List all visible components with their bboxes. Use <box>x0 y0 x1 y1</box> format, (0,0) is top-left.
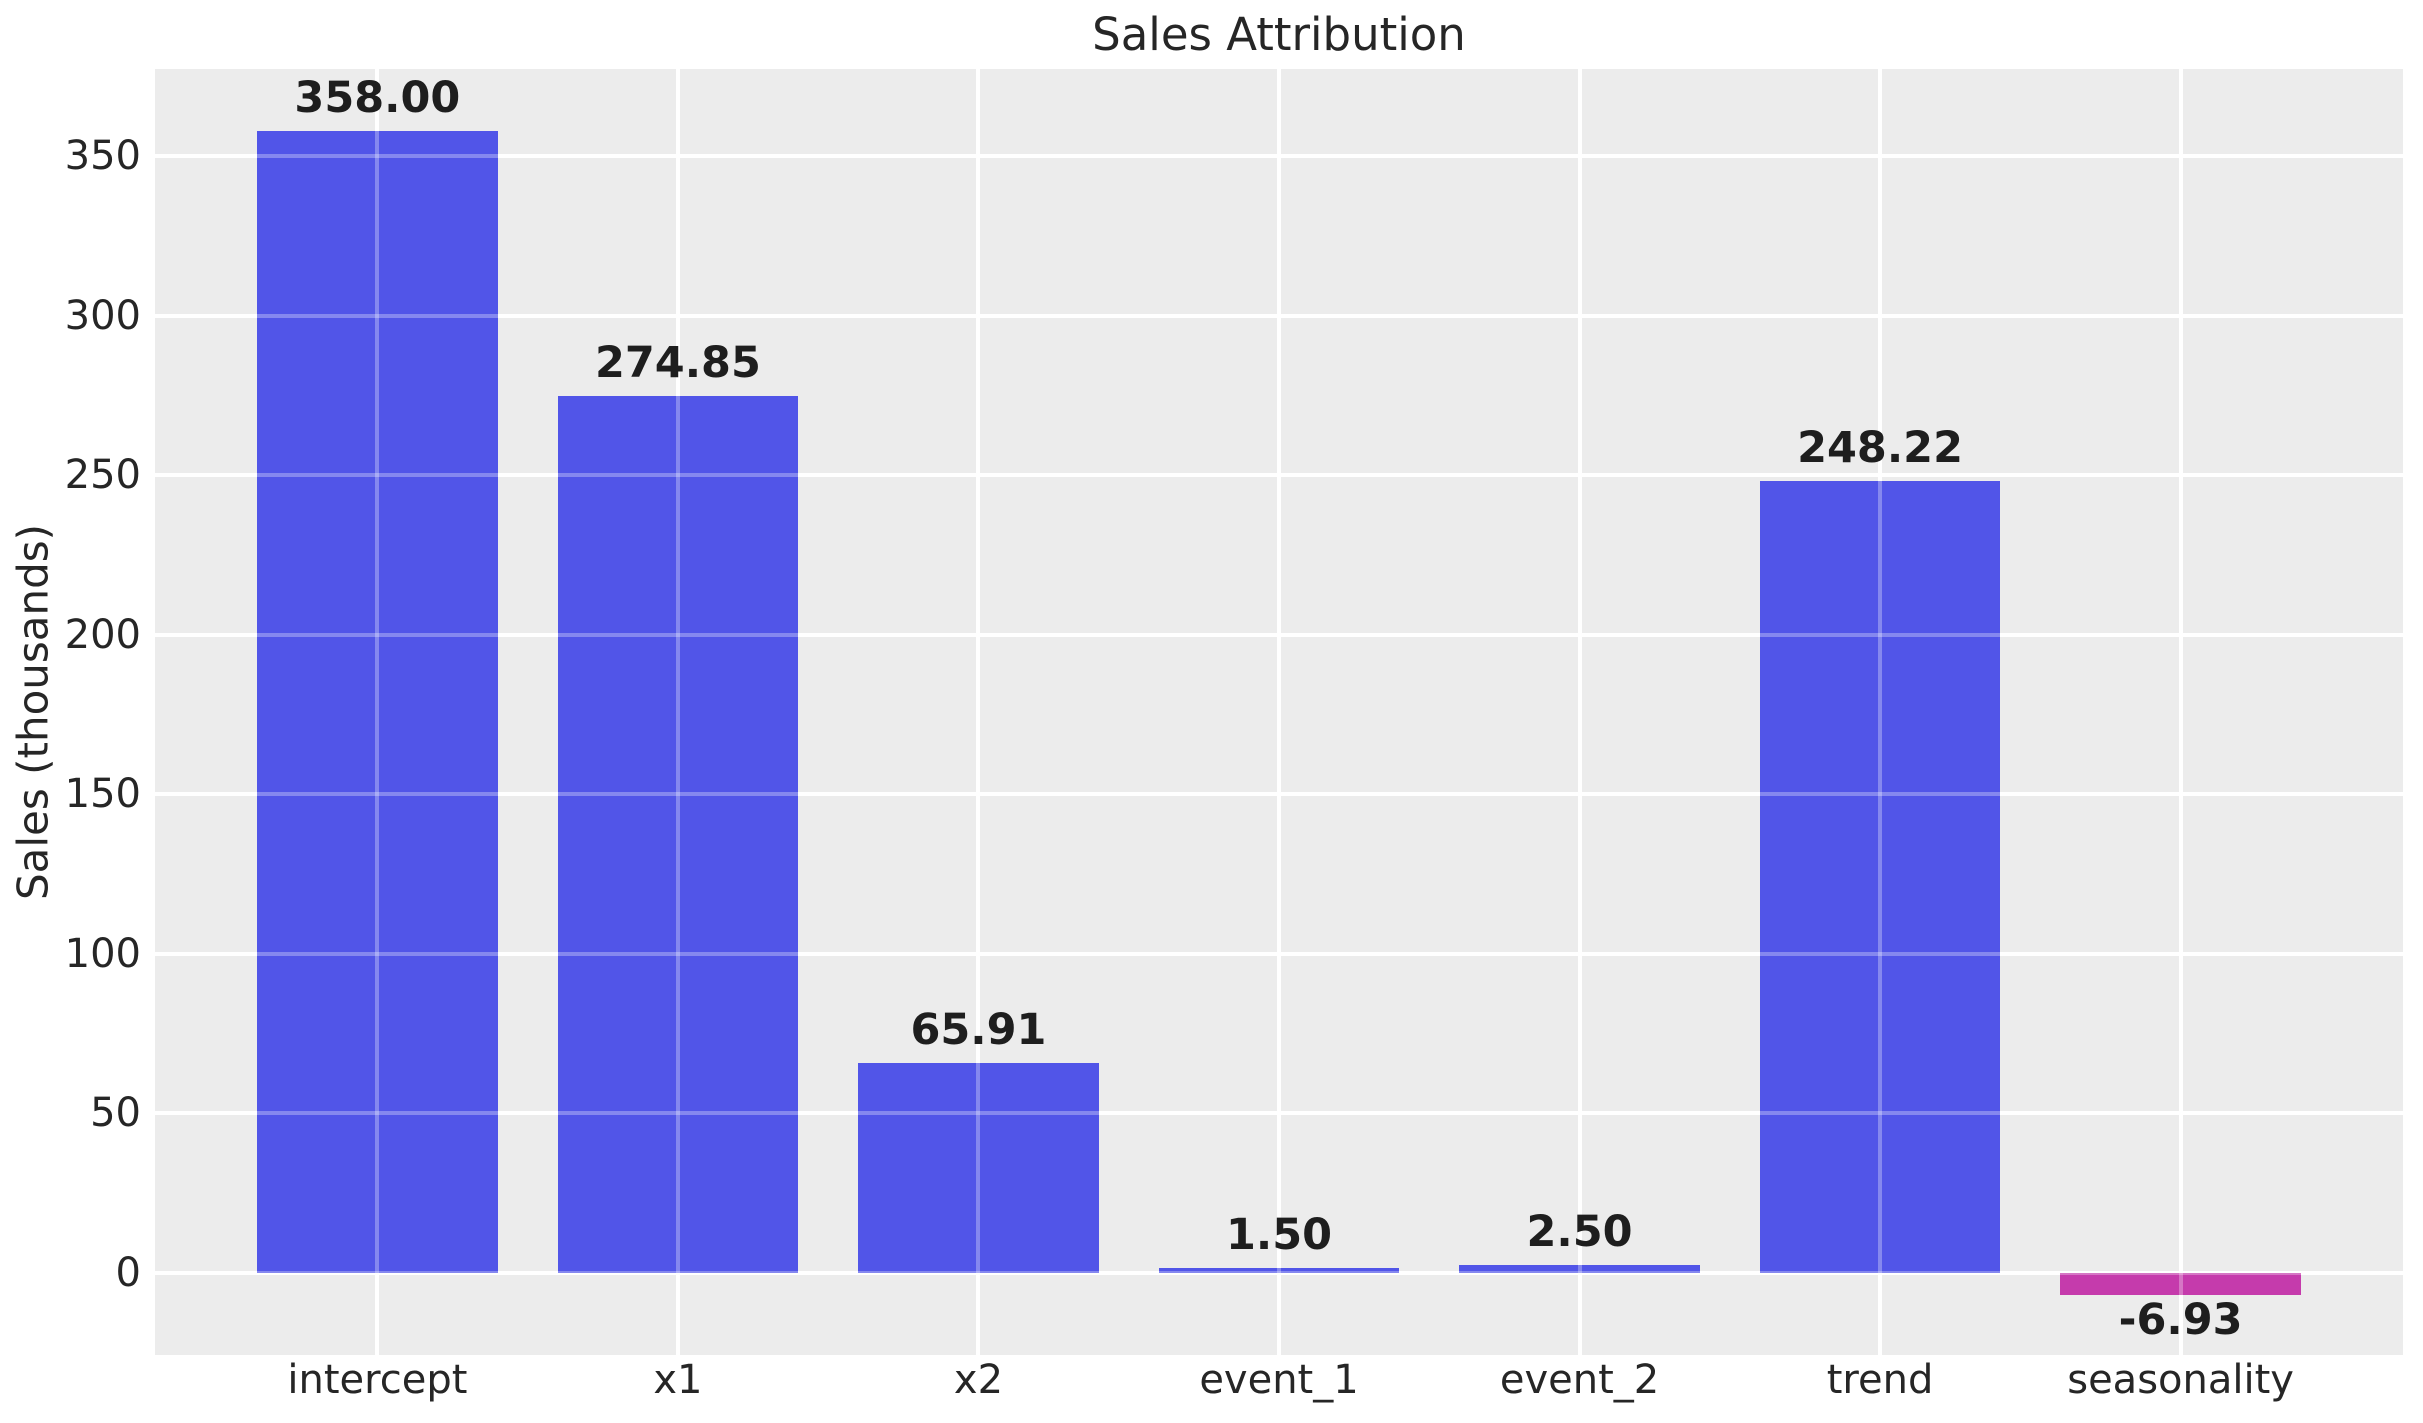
y-tick-label-150: 150 <box>64 771 141 818</box>
v-gridline-event-2 <box>1577 69 1582 1355</box>
value-label-x2: 65.91 <box>910 1004 1047 1055</box>
y-tick-label-100: 100 <box>64 930 141 977</box>
plot-area: 358.00 274.85 65.91 1.50 2.50 248.22 -6.93 <box>155 69 2403 1355</box>
x-tick-label-seasonality: seasonality <box>2067 1357 2294 1403</box>
value-label-x1: 274.85 <box>594 337 761 388</box>
y-tick-label-200: 200 <box>64 611 141 658</box>
v-gridline-event-1 <box>1277 69 1281 1355</box>
x-tick-label-event-2: event_2 <box>1499 1357 1660 1403</box>
v-gridline-x2 <box>976 69 981 1355</box>
y-tick-label-250: 250 <box>64 452 141 499</box>
bar-trend <box>1759 480 2001 1273</box>
bar-x2 <box>858 1062 1099 1273</box>
y-tick-label-50: 50 <box>90 1090 141 1137</box>
value-label-event-2: 2.50 <box>1526 1207 1633 1257</box>
x-tick-label-x1: x1 <box>653 1357 703 1403</box>
x-tick-label-event-1: event_1 <box>1199 1357 1359 1403</box>
bar-intercept <box>257 130 498 1273</box>
chart-title: Sales Attribution <box>1092 8 1466 61</box>
bar-x1 <box>557 395 799 1273</box>
y-tick-label-0: 0 <box>115 1249 141 1296</box>
y-axis-label: Sales (thousands) <box>8 523 58 901</box>
y-tick-label-350: 350 <box>64 133 141 180</box>
x-tick-label-trend: trend <box>1826 1357 1934 1403</box>
v-gridline-seasonality <box>2178 69 2183 1355</box>
value-label-trend: 248.22 <box>1797 422 1964 473</box>
value-label-seasonality: -6.93 <box>2118 1295 2243 1346</box>
bar-event-1 <box>1158 1268 1400 1273</box>
x-tick-label-intercept: intercept <box>287 1357 468 1403</box>
bar-event-2 <box>1459 1265 1700 1273</box>
value-label-event-1: 1.50 <box>1225 1210 1333 1261</box>
value-label-intercept: 358.00 <box>294 72 461 123</box>
bar-seasonality <box>2060 1272 2301 1296</box>
y-tick-label-300: 300 <box>64 292 141 339</box>
x-tick-label-x2: x2 <box>953 1357 1004 1403</box>
